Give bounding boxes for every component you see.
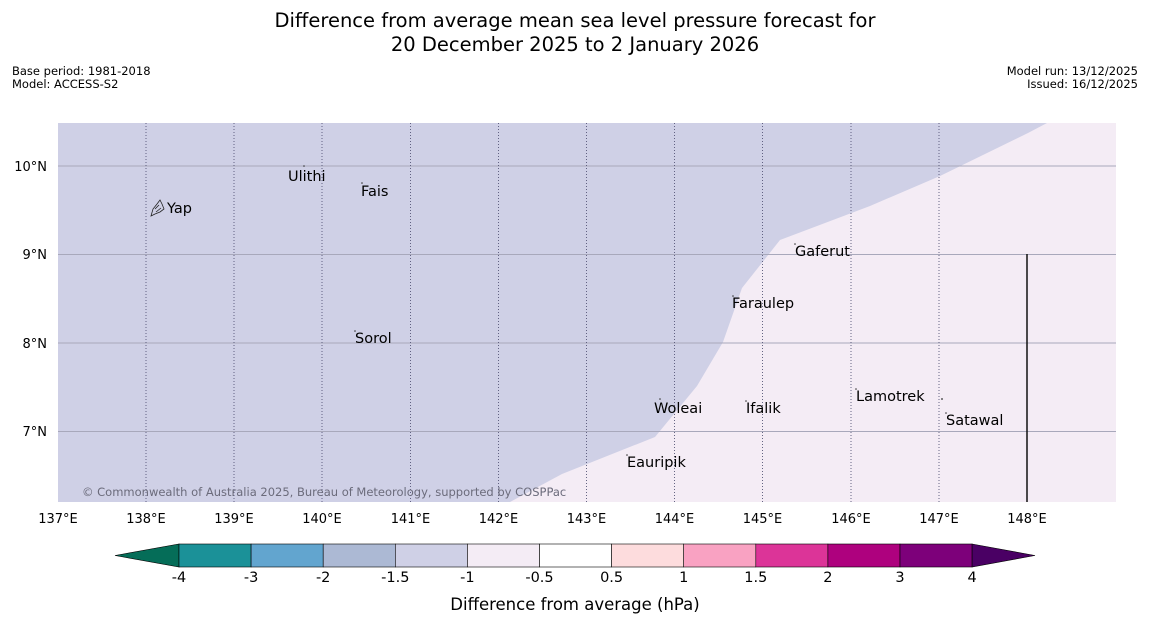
lat-tick-9: 9°N (23, 248, 48, 263)
model-text: Model: ACCESS-S2 (12, 77, 119, 91)
lon-tick-140: 140°E (302, 512, 342, 527)
issued-text: Issued: 16/12/2025 (1027, 77, 1138, 91)
colorbar-segment-11 (899, 543, 973, 568)
lon-grid (145, 123, 940, 502)
place-label-faraulep: Faraulep (732, 296, 794, 312)
colorbar-tick-4: -1 (460, 570, 474, 586)
colorbar-extend-high (971, 543, 1036, 568)
colorbar-segment-10 (827, 543, 901, 568)
colorbar-segment-8 (683, 543, 757, 568)
place-label-fais: Fais (361, 184, 388, 200)
colorbar-segment-1 (178, 543, 252, 568)
lon-tick-138: 138°E (126, 512, 166, 527)
place-label-sorol: Sorol (355, 331, 392, 347)
model-run-text: Model run: 13/12/2025 (1006, 64, 1138, 78)
place-labels: Yap Ulithi Fais Gaferut Faraulep Sorol L… (166, 169, 1003, 471)
satawal-dot (945, 412, 947, 414)
lon-tick-147: 147°E (919, 512, 959, 527)
title-line-2: 20 December 2025 to 2 January 2026 (390, 33, 760, 56)
islands (150, 199, 165, 217)
colorbar-segment-6 (539, 543, 612, 568)
place-label-eauripik: Eauripik (627, 455, 686, 471)
colorbar-tick-11: 4 (967, 570, 976, 586)
colorbar-tick-10: 3 (895, 570, 904, 586)
lon-tick-143: 143°E (567, 512, 607, 527)
place-label-woleai: Woleai (654, 401, 702, 417)
lon-tick-144: 144°E (655, 512, 695, 527)
ifalik-dot (745, 400, 747, 402)
meta-left: Base period: 1981-2018 Model: ACCESS-S2 (12, 65, 151, 91)
place-label-satawal: Satawal (946, 413, 1003, 429)
title-line-1: Difference from average mean sea level p… (274, 9, 876, 32)
colorbar-tick-5: -0.5 (525, 570, 553, 586)
place-label-lamotrek: Lamotrek (856, 389, 925, 405)
lat-tick-labels: 10°N 9°N 8°N 7°N (14, 160, 47, 440)
lat-tick-7: 7°N (23, 425, 48, 440)
lamotrek-east-dot (941, 398, 943, 400)
place-label-gaferut: Gaferut (795, 244, 850, 260)
place-label-ifalik: Ifalik (746, 401, 781, 417)
map-plot-area: Yap Ulithi Fais Gaferut Faraulep Sorol L… (58, 123, 1116, 502)
lon-tick-139: 139°E (214, 512, 254, 527)
colorbar-tick-6: 0.5 (600, 570, 623, 586)
woleai-dot (659, 398, 661, 400)
colorbar-segment-7 (611, 543, 684, 568)
colorbar-segment-5 (467, 543, 540, 568)
island-dots (303, 165, 947, 456)
gaferut-dot (794, 243, 796, 245)
sorol-dot (354, 330, 356, 332)
ulithi-dot (303, 165, 305, 167)
place-label-ulithi: Ulithi (288, 169, 326, 185)
colorbar-tick-1: -3 (244, 570, 258, 586)
lon-tick-labels: 137°E 138°E 139°E 140°E 141°E 142°E 143°… (38, 512, 1047, 527)
lat-tick-8: 8°N (23, 337, 48, 352)
colorbar-segment-2 (250, 543, 324, 568)
colorbar-extend-low (114, 543, 180, 568)
chart-title: Difference from average mean sea level p… (0, 9, 1150, 57)
colorbar-tick-3: -1.5 (381, 570, 409, 586)
lamotrek-dot (855, 388, 857, 390)
lon-tick-146: 146°E (831, 512, 871, 527)
colorbar-tick-8: 1.5 (744, 570, 767, 586)
yap-island-outline (150, 199, 165, 217)
meta-right: Model run: 13/12/2025 Issued: 16/12/2025 (1007, 65, 1138, 91)
place-label-yap: Yap (166, 201, 192, 217)
colorbar-tick-7: 1 (679, 570, 688, 586)
region-lavender (58, 123, 1047, 502)
fais-dot (361, 182, 363, 184)
eauripik-dot (626, 454, 628, 456)
colorbar-tick-0: -4 (172, 570, 186, 586)
lat-tick-10: 10°N (14, 160, 47, 175)
lon-tick-148: 148°E (1007, 512, 1047, 527)
colorbar: -4 -3 -2 -1.5 -1 -0.5 0.5 1 1.5 2 3 4 (114, 543, 1036, 586)
colorbar-segment-4 (394, 543, 468, 568)
colorbar-label: Difference from average (hPa) (450, 595, 699, 614)
lon-tick-137: 137°E (38, 512, 78, 527)
lon-tick-142: 142°E (479, 512, 519, 527)
yap-island-detail (154, 204, 162, 213)
base-period-text: Base period: 1981-2018 (12, 64, 151, 78)
lon-tick-145: 145°E (743, 512, 783, 527)
colorbar-tick-2: -2 (316, 570, 330, 586)
colorbar-segment-9 (755, 543, 829, 568)
faraulep-dot (732, 295, 734, 297)
colorbar-segment-3 (322, 543, 396, 568)
colorbar-tick-9: 2 (823, 570, 832, 586)
lon-tick-141: 141°E (391, 512, 431, 527)
copyright-text: © Commonwealth of Australia 2025, Bureau… (82, 485, 566, 499)
